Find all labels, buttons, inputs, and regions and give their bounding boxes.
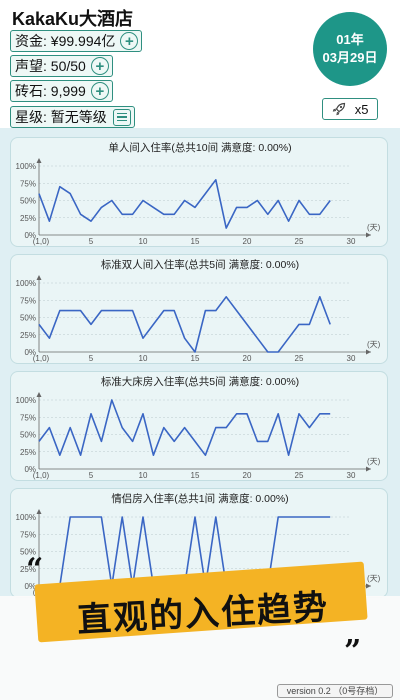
y-axis-arrow: [36, 158, 42, 163]
rocket-icon: [332, 102, 345, 116]
x-tick-label: 15: [191, 471, 200, 480]
date-day: 03月29日: [322, 50, 378, 65]
series-line: [38, 178, 331, 229]
line-chart: 标准大床房入住率(总共5间 满意度: 0.00%) 0% 25% 50% 75% 100%…: [16, 375, 381, 480]
x-unit-label: (天): [367, 574, 381, 583]
y-tick-label: 50%: [20, 548, 36, 557]
y-tick-label: 75%: [20, 179, 36, 188]
chart-title: 单人间入住率(总共10间 满意度: 0.00%): [108, 141, 291, 154]
y-tick-label: 75%: [20, 413, 36, 422]
date-year: 01年: [336, 32, 364, 47]
hotel-name: KakaKu大酒店: [12, 9, 134, 29]
add-reputation-plus-icon[interactable]: +: [90, 57, 109, 75]
line-chart: 单人间入住率(总共10间 满意度: 0.00%) 0% 25% 50% 75% 100% (…: [16, 141, 381, 246]
x-tick-label: 5: [89, 471, 94, 480]
x-axis-arrow: [366, 466, 371, 472]
y-tick-label: 25%: [20, 448, 36, 457]
add-funds-plus-icon[interactable]: +: [120, 32, 139, 50]
chart-queen-room: 标准大床房入住率(总共5间 满意度: 0.00%) 0% 25% 50% 75% 100%…: [10, 371, 388, 481]
y-tick-label: 25%: [20, 565, 36, 574]
y-tick-label: 75%: [20, 296, 36, 305]
version-label: version 0.2 （0号存档）: [277, 684, 393, 698]
x-tick-label: (1,0): [33, 354, 50, 363]
y-tick-label: 25%: [20, 331, 36, 340]
quote-open: “: [26, 552, 44, 587]
series-line: [38, 399, 331, 456]
add-bricks-plus-icon[interactable]: +: [90, 82, 109, 100]
list-icon[interactable]: [112, 108, 131, 126]
x-tick-label: (1,0): [33, 237, 50, 246]
x-tick-label: 20: [243, 237, 252, 246]
x-tick-label: 10: [139, 471, 148, 480]
chart-title: 标准大床房入住率(总共5间 满意度: 0.00%): [101, 375, 299, 388]
chart-double-room: 标准双人间入住率(总共5间 满意度: 0.00%) 0% 25% 50% 75% 100%…: [10, 254, 388, 364]
star-rating-label: 星级: 暂无等级: [15, 109, 107, 125]
funds-display: 资金: ¥99.994亿 +: [10, 30, 143, 52]
y-tick-label: 100%: [16, 513, 36, 522]
y-tick-label: 50%: [20, 431, 36, 440]
y-tick-label: 100%: [16, 396, 36, 405]
reputation-display: 声望: 50/50 +: [10, 55, 113, 77]
chart-title: 标准双人间入住率(总共5间 满意度: 0.00%): [101, 258, 299, 271]
y-tick-label: 0%: [24, 231, 36, 240]
y-tick-label: 50%: [20, 314, 36, 323]
series-line: [38, 295, 331, 353]
x-axis-arrow: [366, 232, 371, 238]
x-tick-label: 15: [191, 354, 200, 363]
y-tick-label: 0%: [24, 348, 36, 357]
x-tick-label: 20: [243, 471, 252, 480]
y-axis-arrow: [36, 275, 42, 280]
x-tick-label: 30: [347, 354, 356, 363]
x-tick-label: 25: [295, 354, 304, 363]
y-tick-label: 0%: [24, 582, 36, 591]
funds-label: 资金: ¥99.994亿: [15, 33, 116, 49]
y-tick-label: 25%: [20, 214, 36, 223]
line-chart: 标准双人间入住率(总共5间 满意度: 0.00%) 0% 25% 50% 75% 100%…: [16, 258, 381, 363]
x-tick-label: 5: [89, 354, 94, 363]
y-tick-label: 75%: [20, 530, 36, 539]
star-rating-display: 星级: 暂无等级: [10, 106, 135, 128]
y-tick-label: 100%: [16, 162, 36, 171]
x-unit-label: (天): [367, 340, 381, 349]
x-tick-label: 25: [295, 471, 304, 480]
y-tick-label: 50%: [20, 197, 36, 206]
y-axis-arrow: [36, 509, 42, 514]
x-tick-label: 5: [89, 237, 94, 246]
speed-button[interactable]: x5: [322, 98, 378, 120]
y-tick-label: 0%: [24, 465, 36, 474]
x-tick-label: 20: [243, 354, 252, 363]
reputation-label: 声望: 50/50: [15, 58, 86, 74]
chart-single-room: 单人间入住率(总共10间 满意度: 0.00%) 0% 25% 50% 75% 100% (…: [10, 137, 388, 247]
date-badge: 01年 03月29日: [313, 12, 387, 86]
x-tick-label: 30: [347, 237, 356, 246]
x-unit-label: (天): [367, 223, 381, 232]
x-tick-label: 10: [139, 354, 148, 363]
x-axis-arrow: [366, 349, 371, 355]
chart-title: 情侣房入住率(总共1间 满意度: 0.00%): [111, 492, 288, 505]
y-axis-arrow: [36, 392, 42, 397]
x-tick-label: 25: [295, 237, 304, 246]
x-tick-label: (1,0): [33, 471, 50, 480]
speed-label: x5: [354, 101, 369, 117]
x-tick-label: 10: [139, 237, 148, 246]
bricks-label: 砖石: 9,999: [15, 83, 86, 99]
x-axis-arrow: [366, 583, 371, 589]
y-tick-label: 100%: [16, 279, 36, 288]
quote-close: ”: [344, 634, 362, 669]
bricks-display: 砖石: 9,999 +: [10, 80, 113, 102]
x-tick-label: 15: [191, 237, 200, 246]
x-tick-label: 30: [347, 471, 356, 480]
x-unit-label: (天): [367, 457, 381, 466]
